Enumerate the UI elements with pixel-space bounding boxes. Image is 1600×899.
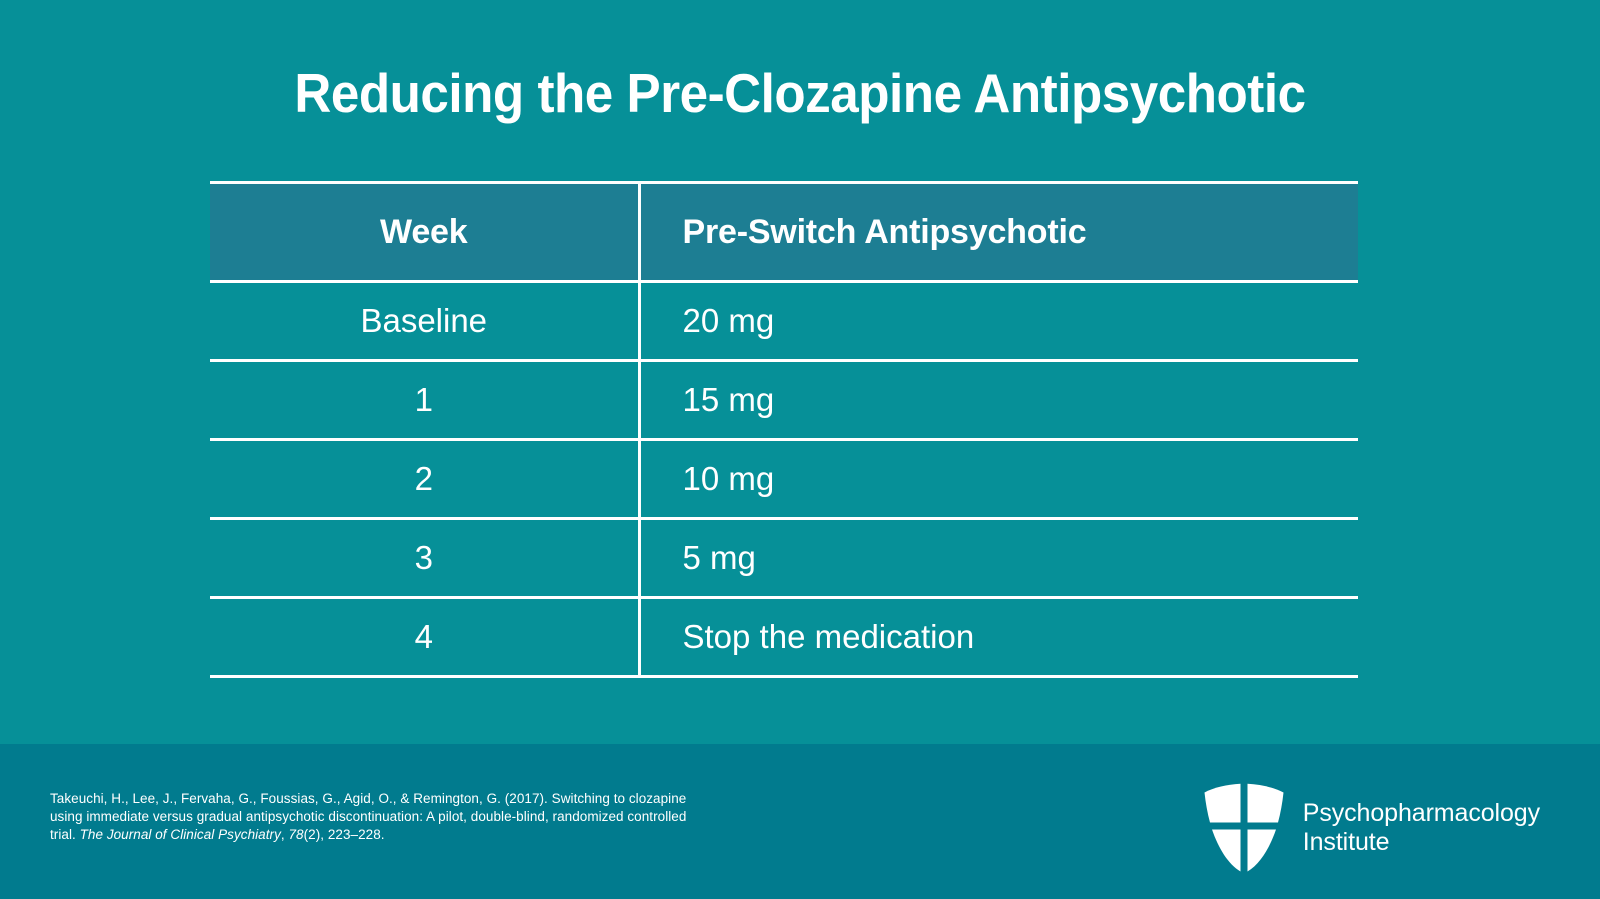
cell-week: 1 [210, 360, 639, 441]
column-header-week: Week [210, 181, 639, 283]
citation-reference: Takeuchi, H., Lee, J., Fervaha, G., Fous… [50, 790, 690, 844]
table-header-row: Week Pre-Switch Antipsychotic [210, 181, 1358, 283]
table-row: 1 15 mg [210, 360, 1358, 441]
cell-week: Baseline [210, 281, 639, 362]
cell-week: 2 [210, 439, 639, 520]
cell-dose: 20 mg [637, 281, 1358, 362]
citation-text-part2: , [280, 827, 289, 842]
cell-dose: 15 mg [637, 360, 1358, 441]
table-row: 3 5 mg [210, 518, 1358, 599]
cell-week: 4 [210, 597, 639, 678]
cell-dose: Stop the medication [637, 597, 1358, 678]
table-row: Baseline 20 mg [210, 281, 1358, 362]
shield-quadrant-icon [1204, 783, 1284, 872]
dose-table-container: Week Pre-Switch Antipsychotic Baseline 2… [210, 181, 1358, 678]
brand-name-line1: Psychopharmacology [1302, 799, 1540, 827]
citation-volume: 78 [288, 827, 304, 842]
citation-text-part1: Takeuchi, H., Lee, J., Fervaha, G., Fous… [50, 791, 687, 842]
cell-dose: 10 mg [637, 439, 1358, 520]
brand-logo: Psychopharmacology Institute [1203, 780, 1540, 876]
table-row: 4 Stop the medication [210, 597, 1358, 678]
cell-dose: 5 mg [637, 518, 1358, 599]
citation-text-part3: (2), 223–228. [303, 827, 385, 842]
table-row: 2 10 mg [210, 439, 1358, 520]
column-header-pre-switch-antipsychotic: Pre-Switch Antipsychotic [637, 181, 1358, 283]
table-body: Baseline 20 mg 1 15 mg 2 10 mg 3 5 mg 4 [210, 281, 1358, 678]
table-header: Week Pre-Switch Antipsychotic [210, 181, 1358, 283]
dose-reduction-table: Week Pre-Switch Antipsychotic Baseline 2… [210, 181, 1358, 678]
citation-journal-name: The Journal of Clinical Psychiatry [79, 827, 281, 842]
page-title: Reducing the Pre-Clozapine Antipsychotic [294, 62, 1306, 124]
brand-name-line2: Institute [1302, 828, 1390, 856]
brand-logo-text: Psychopharmacology Institute [1303, 799, 1540, 857]
cell-week: 3 [210, 518, 639, 599]
footer-band: Takeuchi, H., Lee, J., Fervaha, G., Fous… [0, 744, 1600, 899]
